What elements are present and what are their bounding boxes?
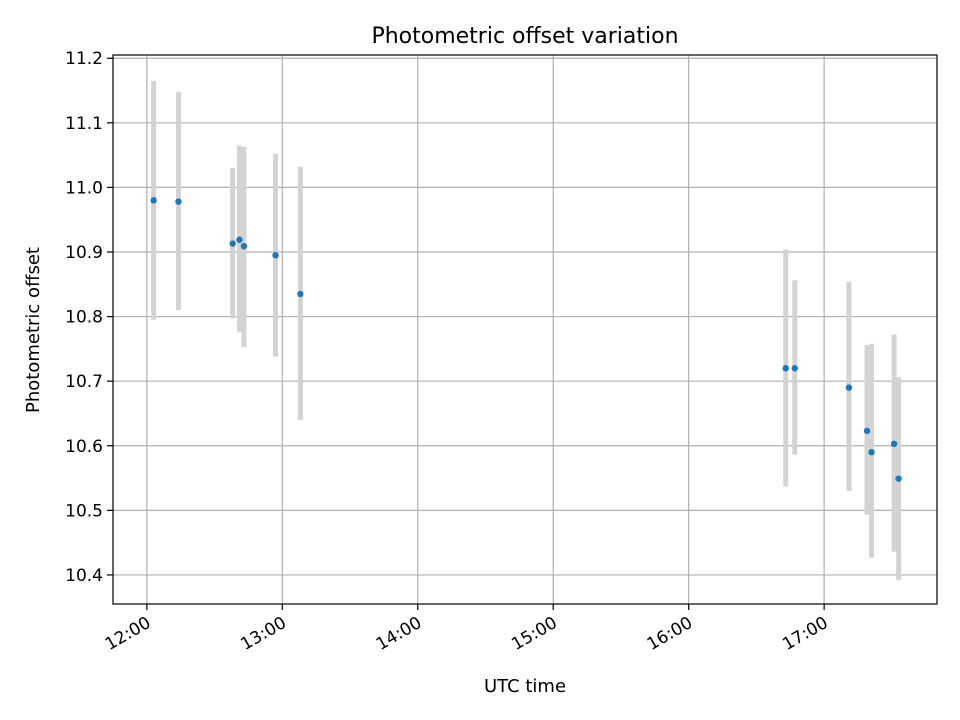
- data-point: [236, 236, 243, 243]
- data-point: [240, 242, 248, 250]
- data-point: [845, 384, 853, 391]
- chart-title: Photometric offset variation: [371, 24, 678, 49]
- data-point: [229, 240, 236, 247]
- y-tick-label: 10.5: [65, 501, 103, 521]
- y-tick-label: 11.0: [65, 178, 103, 198]
- y-tick-label: 10.8: [65, 308, 103, 328]
- y-axis-ticks: 10.4 10.5 10.6 10.7 10.8 10.9 11.0 11.1 11.2: [65, 49, 113, 586]
- plot-frame: [112, 54, 938, 605]
- data-point: [791, 365, 798, 372]
- y-tick-label: 10.9: [65, 243, 103, 263]
- y-tick-label: 10.6: [65, 437, 103, 457]
- grid: [113, 55, 937, 604]
- y-tick-label: 10.4: [65, 566, 103, 586]
- data-point: [782, 365, 789, 372]
- data-point: [895, 475, 902, 482]
- data-point: [297, 290, 304, 298]
- data-point: [150, 197, 157, 204]
- data-point: [272, 252, 279, 259]
- y-axis-label: Photometric offset: [23, 247, 44, 413]
- data-point: [175, 198, 182, 205]
- x-axis-label: UTC time: [484, 676, 566, 697]
- y-tick-label: 11.2: [65, 49, 103, 69]
- data-point: [863, 427, 871, 435]
- data-point: [868, 449, 875, 456]
- y-tick-label: 11.1: [65, 114, 103, 134]
- data-points: [150, 197, 902, 482]
- y-tick-label: 10.7: [65, 372, 103, 392]
- data-point: [890, 440, 898, 448]
